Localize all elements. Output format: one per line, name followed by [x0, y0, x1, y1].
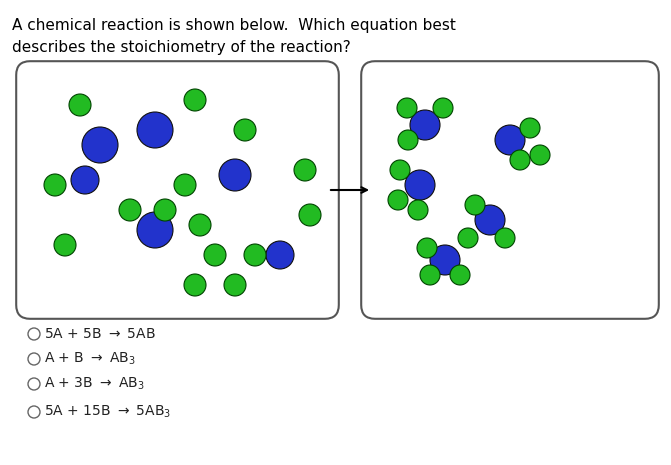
Circle shape — [417, 238, 437, 258]
Circle shape — [458, 228, 478, 248]
Text: 5A + 15B $\rightarrow$ 5AB$_3$: 5A + 15B $\rightarrow$ 5AB$_3$ — [44, 404, 171, 420]
Text: 5A + 5B $\rightarrow$ 5AB: 5A + 5B $\rightarrow$ 5AB — [44, 327, 156, 341]
Text: describes the stoichiometry of the reaction?: describes the stoichiometry of the react… — [12, 40, 351, 55]
Circle shape — [154, 199, 176, 221]
Circle shape — [510, 150, 530, 170]
FancyBboxPatch shape — [16, 61, 339, 319]
Circle shape — [430, 245, 460, 275]
Circle shape — [450, 265, 470, 285]
Circle shape — [189, 214, 211, 236]
Circle shape — [420, 265, 440, 285]
Circle shape — [137, 212, 173, 248]
Circle shape — [119, 199, 141, 221]
Circle shape — [137, 112, 173, 148]
Circle shape — [244, 244, 266, 266]
Circle shape — [82, 127, 118, 163]
Circle shape — [69, 94, 91, 116]
Circle shape — [234, 119, 256, 141]
Text: A chemical reaction is shown below.  Which equation best: A chemical reaction is shown below. Whic… — [12, 18, 456, 33]
Circle shape — [465, 195, 485, 215]
Circle shape — [495, 228, 515, 248]
Circle shape — [219, 159, 251, 191]
Circle shape — [71, 166, 99, 194]
Circle shape — [530, 145, 550, 165]
Circle shape — [520, 118, 540, 138]
Text: A + 3B $\rightarrow$ AB$_3$: A + 3B $\rightarrow$ AB$_3$ — [44, 376, 145, 392]
Circle shape — [495, 125, 525, 155]
Circle shape — [44, 174, 66, 196]
Circle shape — [390, 160, 410, 180]
Circle shape — [299, 204, 321, 226]
Circle shape — [397, 98, 417, 118]
Circle shape — [184, 89, 206, 111]
Circle shape — [204, 244, 226, 266]
Circle shape — [388, 190, 408, 210]
Circle shape — [408, 200, 428, 220]
Circle shape — [184, 274, 206, 296]
Text: A + B $\rightarrow$ AB$_3$: A + B $\rightarrow$ AB$_3$ — [44, 351, 136, 367]
Circle shape — [475, 205, 505, 235]
Circle shape — [405, 170, 435, 200]
Circle shape — [174, 174, 196, 196]
Circle shape — [398, 130, 418, 150]
Circle shape — [266, 241, 294, 269]
Circle shape — [294, 159, 316, 181]
Circle shape — [433, 98, 453, 118]
Circle shape — [224, 274, 246, 296]
Circle shape — [410, 110, 440, 140]
FancyBboxPatch shape — [361, 61, 659, 319]
Circle shape — [54, 234, 76, 256]
